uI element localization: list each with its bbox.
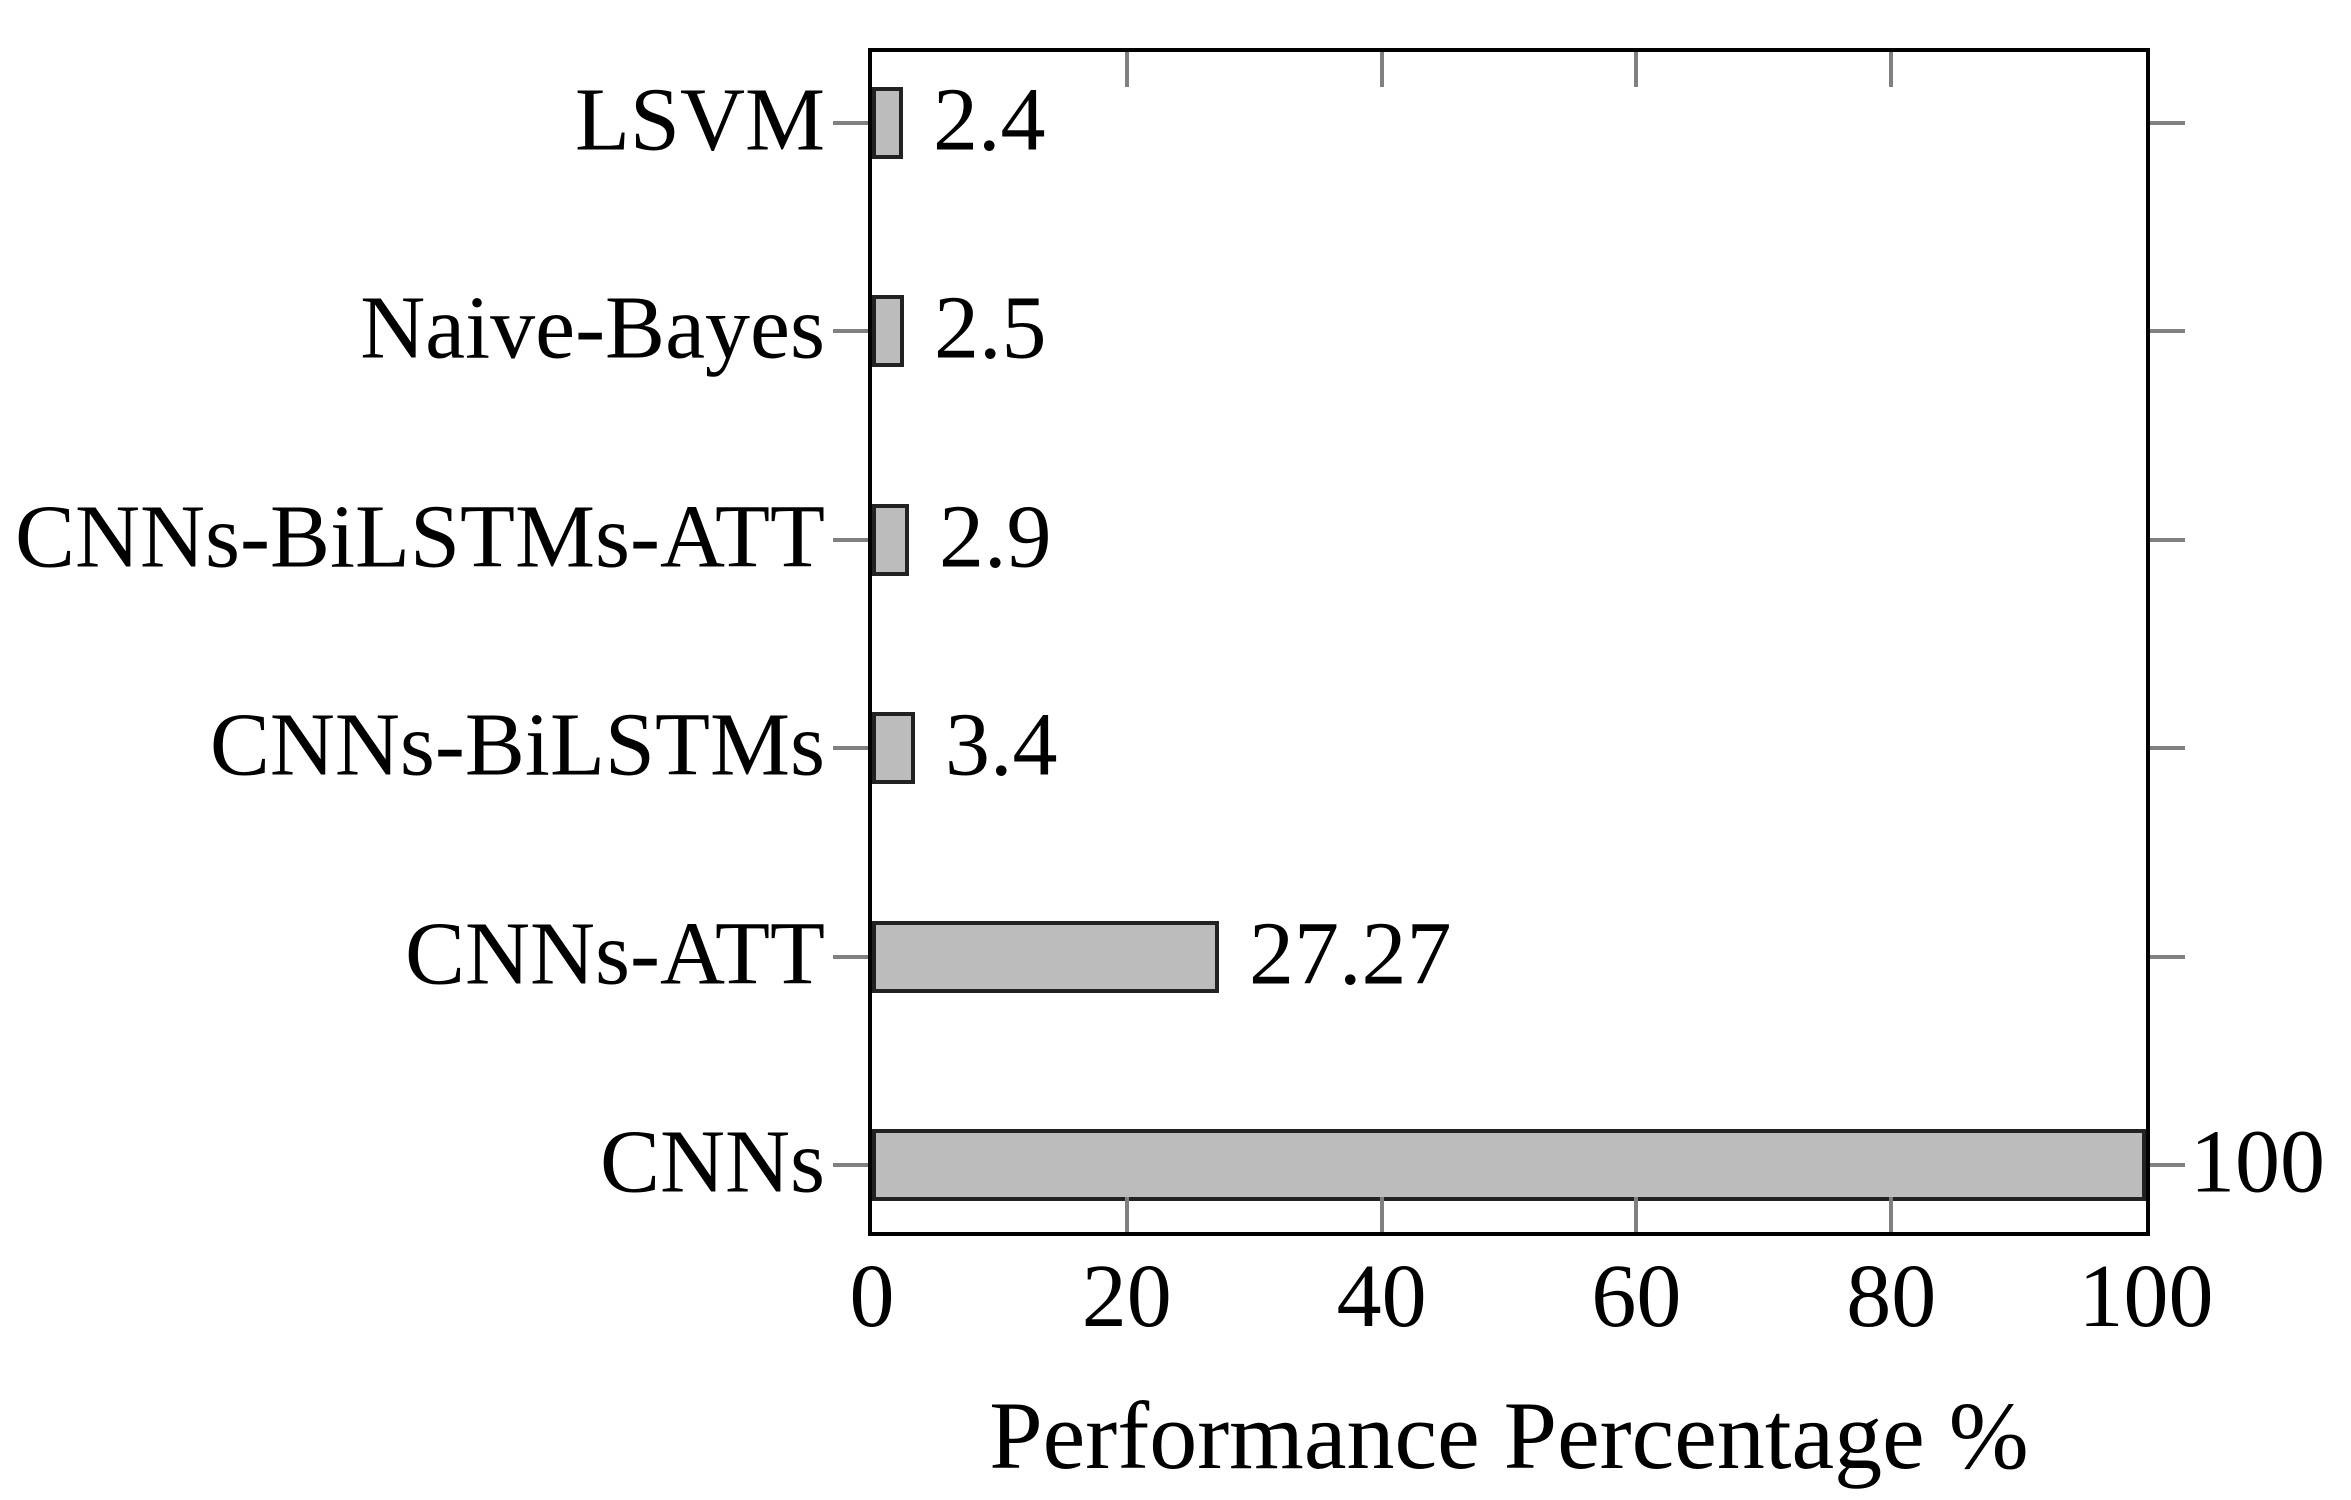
bar	[872, 921, 1219, 993]
x-tick-label: 40	[1336, 1247, 1427, 1346]
value-label: 2.4	[933, 70, 1046, 170]
value-label: 2.5	[934, 278, 1047, 378]
x-tick-label: 100	[2078, 1247, 2214, 1346]
x-tick-bottom	[1634, 1197, 1639, 1232]
category-tick-right	[2150, 121, 2185, 125]
bar	[872, 295, 904, 367]
x-tick-top	[1379, 52, 1384, 87]
category-label: CNNs-BiLSTMs-ATT	[14, 487, 825, 587]
x-tick-label: 80	[1846, 1247, 1937, 1346]
category-label: CNNs	[599, 1112, 825, 1212]
category-tick-left	[833, 1163, 868, 1167]
x-tick-label: 20	[1081, 1247, 1172, 1346]
x-tick-label: 60	[1591, 1247, 1682, 1346]
x-tick-bottom	[1124, 1197, 1129, 1232]
category-tick-left	[833, 955, 868, 959]
category-tick-right	[2150, 538, 2185, 542]
category-tick-left	[833, 329, 868, 333]
value-label: 2.9	[939, 487, 1052, 587]
category-tick-left	[833, 746, 868, 750]
category-tick-right	[2150, 955, 2185, 959]
bar	[872, 1129, 2146, 1201]
value-label: 100	[2190, 1112, 2325, 1212]
x-axis-label: Performance Percentage %	[989, 1382, 2029, 1489]
category-label: LSVM	[574, 70, 825, 170]
value-label: 3.4	[945, 695, 1058, 795]
x-tick-bottom	[1379, 1197, 1384, 1232]
x-tick-top	[1124, 52, 1129, 87]
value-label: 27.27	[1249, 904, 1452, 1004]
bar	[872, 87, 903, 159]
bar	[872, 712, 915, 784]
x-tick-label: 0	[849, 1247, 895, 1346]
category-label: Naive-Bayes	[360, 278, 825, 378]
category-tick-right	[2150, 329, 2185, 333]
plot-area	[868, 48, 2150, 1236]
category-tick-right	[2150, 1163, 2185, 1167]
category-label: CNNs-ATT	[405, 904, 825, 1004]
category-label: CNNs-BiLSTMs	[209, 695, 825, 795]
x-tick-top	[1634, 52, 1639, 87]
category-tick-left	[833, 538, 868, 542]
bar	[872, 504, 909, 576]
x-tick-top	[1889, 52, 1894, 87]
category-tick-left	[833, 121, 868, 125]
category-tick-right	[2150, 746, 2185, 750]
x-tick-bottom	[1889, 1197, 1894, 1232]
